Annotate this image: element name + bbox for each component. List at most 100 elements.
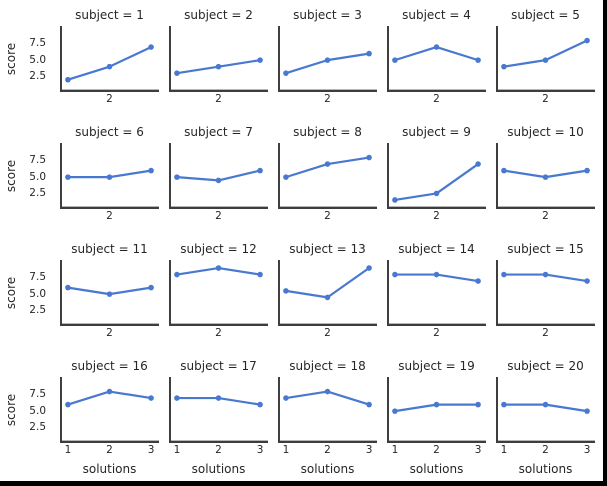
data-point-marker	[433, 44, 440, 50]
x-tick-label: 2	[433, 327, 440, 339]
facet-plot-canvas	[387, 143, 486, 209]
y-tick-label: 5.0	[29, 404, 46, 417]
x-tick-labels: 2	[60, 326, 159, 343]
facet-title: subject = 16	[71, 359, 148, 373]
facet-plot-canvas	[496, 143, 595, 209]
facet-plot-canvas	[169, 143, 268, 209]
data-point-marker	[324, 161, 331, 167]
x-tick-label: 1	[391, 444, 399, 456]
x-tick-labels: 2	[169, 326, 268, 343]
x-tick-label: 3	[147, 444, 155, 456]
facet-subject-15: subject = 15 2	[496, 240, 595, 343]
data-point-marker	[475, 401, 481, 408]
x-tick-label: 2	[324, 93, 331, 105]
facet-title: subject = 5	[511, 8, 580, 22]
y-axis-gutter: score 7.5 5.0 2.5	[0, 123, 50, 226]
score-line-series	[284, 266, 371, 299]
facet-title: subject = 19	[398, 359, 475, 373]
x-tick-label: 3	[474, 444, 482, 456]
y-tick-label: 7.5	[29, 388, 46, 401]
x-tick-labels: 2	[278, 92, 377, 109]
facet-plot-canvas	[60, 260, 159, 326]
y-tick-label: 5.0	[29, 287, 46, 300]
data-point-marker	[542, 174, 549, 180]
score-line-series	[66, 45, 153, 81]
facet-plot-canvas	[60, 377, 159, 443]
x-tick-label: 2	[215, 444, 222, 456]
facet-plot-canvas	[60, 26, 159, 92]
data-point-marker	[148, 44, 154, 50]
x-tick-labels: 2	[278, 209, 377, 226]
x-tick-labels: 2	[60, 92, 159, 109]
data-point-marker	[324, 294, 331, 301]
facet-title: subject = 12	[180, 242, 257, 256]
y-tick-label: 2.5	[29, 303, 46, 316]
y-axis-label: score	[4, 42, 18, 76]
facet-subject-9: subject = 9 2	[387, 123, 486, 226]
facet-plot-canvas	[278, 377, 377, 443]
y-tick-label: 7.5	[29, 37, 46, 50]
data-point-marker	[475, 278, 481, 284]
facet-subject-6: subject = 6 2	[60, 123, 159, 226]
facet-title: subject = 2	[184, 8, 253, 22]
x-tick-labels: 2	[496, 209, 595, 226]
x-tick-label: 2	[324, 327, 331, 339]
x-tick-label: 2	[215, 327, 222, 339]
facet-plot-canvas	[387, 26, 486, 92]
x-tick-labels: 1 2 3	[278, 443, 377, 460]
y-axis-gutter: score 7.5 5.0 2.5	[0, 6, 50, 109]
facet-subject-17: subject = 17 1 2 3 solutions	[169, 357, 268, 480]
y-axis-label: score	[4, 159, 18, 193]
facet-subject-10: subject = 10 2	[496, 123, 595, 226]
data-point-marker	[65, 174, 71, 180]
facet-title: subject = 20	[507, 359, 584, 373]
facet-plot-canvas	[278, 143, 377, 209]
y-axis-label: score	[4, 276, 18, 310]
data-point-marker	[283, 288, 289, 294]
data-point-marker	[148, 395, 154, 401]
facet-title: subject = 18	[289, 359, 366, 373]
x-tick-label: 3	[365, 444, 373, 456]
x-tick-label: 2	[542, 444, 549, 456]
facet-row: score 7.5 5.0 2.5 subject = 11 2 subject = 12 2…	[0, 240, 603, 343]
x-tick-label: 1	[173, 444, 181, 456]
data-point-marker	[283, 395, 289, 401]
data-point-marker	[215, 395, 222, 401]
y-tick-label: 7.5	[29, 271, 46, 284]
data-point-marker	[283, 174, 289, 180]
facet-subject-12: subject = 12 2	[169, 240, 268, 343]
score-line-series	[284, 52, 371, 75]
y-tick-label: 2.5	[29, 186, 46, 199]
facet-plot-canvas	[387, 260, 486, 326]
data-point-marker	[392, 408, 398, 414]
data-point-marker	[366, 154, 372, 161]
data-point-marker	[501, 63, 507, 70]
facet-subject-18: subject = 18 1 2 3 solutions	[278, 357, 377, 480]
facet-row: score 7.5 5.0 2.5 subject = 1 2 subject = 2 2 su…	[0, 6, 603, 109]
facet-subject-11: subject = 11 2	[60, 240, 159, 343]
data-point-marker	[65, 401, 71, 408]
data-point-marker	[215, 63, 222, 70]
x-tick-labels: 2	[387, 326, 486, 343]
y-axis-gutter: score 7.5 5.0 2.5	[0, 240, 50, 343]
facet-subject-3: subject = 3 2	[278, 6, 377, 109]
data-point-marker	[65, 76, 71, 83]
data-point-marker	[433, 271, 440, 278]
facet-title: subject = 15	[507, 242, 584, 256]
facet-subject-1: subject = 1 2	[60, 6, 159, 109]
facet-subject-4: subject = 4 2	[387, 6, 486, 109]
x-axis-label: solutions	[82, 462, 137, 476]
data-point-marker	[174, 395, 180, 401]
y-tick-label: 2.5	[29, 420, 46, 433]
data-point-marker	[257, 401, 263, 408]
x-tick-labels: 2	[278, 326, 377, 343]
data-point-marker	[475, 57, 481, 63]
x-tick-labels: 1 2 3	[496, 443, 595, 460]
facet-subject-8: subject = 8 2	[278, 123, 377, 226]
x-tick-labels: 2	[169, 209, 268, 226]
x-axis-label: solutions	[409, 462, 464, 476]
facet-title: subject = 17	[180, 359, 257, 373]
data-point-marker	[106, 291, 113, 297]
facet-title: subject = 10	[507, 125, 584, 139]
data-point-marker	[366, 265, 372, 271]
